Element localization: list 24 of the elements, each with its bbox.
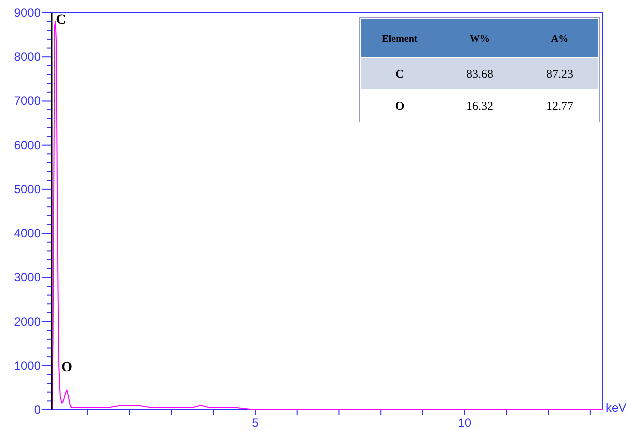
y-tick-label: 0 xyxy=(34,403,42,417)
annotation: 87.23 xyxy=(546,67,574,81)
annotation: O xyxy=(62,360,73,376)
annotation: C xyxy=(396,67,404,81)
y-tick-label: 5000 xyxy=(14,182,42,196)
annotation: A% xyxy=(551,34,569,45)
y-tick-label: 4000 xyxy=(14,226,42,241)
annotation: Element xyxy=(382,34,418,45)
y-tick-label: 2000 xyxy=(14,314,42,329)
y-tick-label: 8000 xyxy=(14,50,42,64)
x-tick-label: 5 xyxy=(252,416,260,430)
y-tick-label: 3000 xyxy=(14,270,42,285)
x-tick-label: 10 xyxy=(458,416,472,430)
annotation: 83.68 xyxy=(466,67,494,81)
x-axis-title: keV xyxy=(606,401,627,415)
annotation: 16.32 xyxy=(466,99,494,113)
annotation: 12.77 xyxy=(546,99,574,113)
y-tick-label: 7000 xyxy=(14,94,42,108)
annotation: W% xyxy=(470,34,490,45)
annotation: C xyxy=(56,12,66,28)
annotation: O xyxy=(395,99,405,113)
y-tick-label: 9000 xyxy=(14,6,42,20)
y-tick-label: 1000 xyxy=(14,358,42,373)
y-tick-label: 6000 xyxy=(14,138,42,152)
